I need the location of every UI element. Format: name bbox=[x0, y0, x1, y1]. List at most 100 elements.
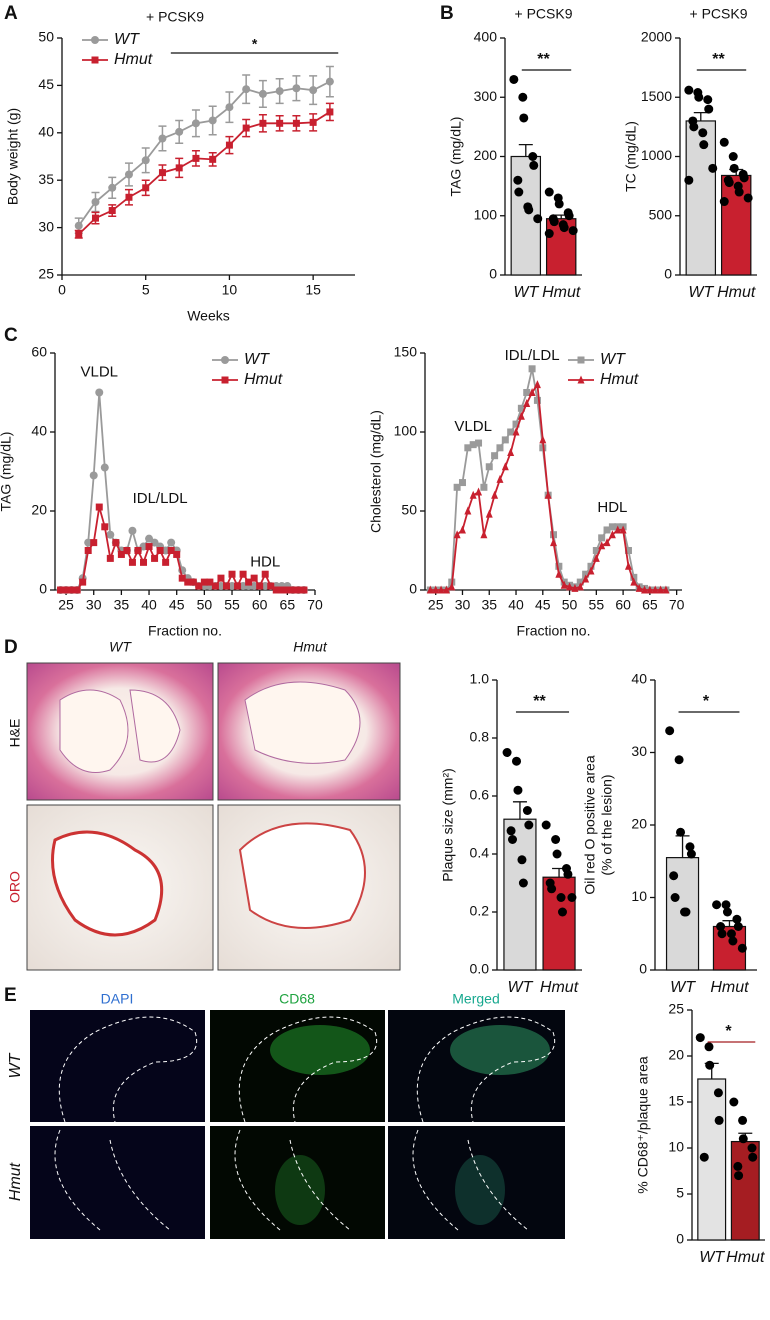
marker bbox=[292, 84, 301, 93]
chart-title: + PCSK9 bbox=[690, 6, 748, 22]
annotation: IDL/LDL bbox=[133, 490, 188, 507]
marker bbox=[175, 127, 184, 136]
data-point bbox=[669, 871, 679, 881]
data-point bbox=[738, 1115, 748, 1125]
series-line bbox=[78, 111, 331, 235]
marker bbox=[480, 483, 488, 491]
error-bar bbox=[518, 144, 533, 157]
marker bbox=[528, 365, 536, 373]
y-tick-label: 25 bbox=[668, 1001, 684, 1017]
marker bbox=[272, 586, 280, 594]
marker bbox=[326, 108, 334, 116]
marker bbox=[239, 570, 247, 578]
y-tick-label: 500 bbox=[649, 206, 673, 222]
y-axis-label: % CD68⁺/plaque area bbox=[635, 1056, 651, 1194]
marker bbox=[651, 585, 659, 594]
marker bbox=[191, 119, 200, 128]
marker bbox=[128, 526, 137, 535]
y-axis-label: Oil red O positive area bbox=[582, 755, 598, 894]
x-tick-label: WT bbox=[508, 979, 534, 996]
x-tick-label: 25 bbox=[58, 597, 74, 613]
significance-label: ** bbox=[537, 51, 550, 68]
data-point bbox=[559, 223, 569, 233]
marker bbox=[442, 585, 450, 594]
marker bbox=[598, 541, 606, 550]
marker bbox=[158, 134, 167, 143]
y-tick-label: 0.8 bbox=[470, 729, 490, 745]
marker bbox=[101, 523, 109, 531]
significance-label: ** bbox=[712, 51, 725, 68]
marker bbox=[496, 474, 504, 483]
marker bbox=[261, 582, 270, 591]
data-point bbox=[509, 74, 519, 84]
data-point bbox=[547, 884, 557, 894]
marker bbox=[598, 534, 606, 542]
marker bbox=[635, 583, 643, 592]
marker bbox=[225, 141, 233, 149]
x-tick-label: WT bbox=[699, 1249, 725, 1266]
data-point bbox=[737, 943, 747, 953]
data-point bbox=[716, 922, 726, 931]
marker bbox=[275, 87, 284, 96]
panel-label: E bbox=[4, 985, 17, 1006]
marker bbox=[91, 214, 99, 222]
annotation: HDL bbox=[250, 553, 280, 570]
x-tick-label: 25 bbox=[428, 597, 444, 613]
legend-label: Hmut bbox=[244, 371, 283, 388]
marker bbox=[167, 538, 176, 547]
x-tick-label: 60 bbox=[252, 597, 268, 613]
data-point bbox=[522, 806, 532, 815]
y-axis-label: Body weight (g) bbox=[5, 108, 21, 205]
y-tick-label: 1500 bbox=[641, 88, 672, 104]
marker bbox=[501, 436, 509, 444]
y-tick-label: 10 bbox=[631, 888, 647, 904]
y-tick-label: 0.6 bbox=[470, 787, 490, 803]
marker bbox=[228, 570, 236, 578]
panel-label: D bbox=[4, 637, 18, 658]
data-point bbox=[719, 137, 729, 147]
y-tick-label: 20 bbox=[631, 816, 647, 832]
marker bbox=[517, 404, 525, 412]
marker bbox=[662, 585, 670, 594]
marker bbox=[139, 542, 148, 551]
data-point bbox=[513, 175, 523, 185]
image-row-label: H&E bbox=[7, 719, 23, 748]
x-tick-label: 35 bbox=[114, 597, 130, 613]
marker bbox=[646, 585, 654, 594]
y-tick-label: 400 bbox=[474, 29, 498, 45]
data-point bbox=[524, 820, 534, 830]
legend-marker bbox=[221, 356, 229, 364]
marker bbox=[485, 463, 493, 471]
chart-title: + PCSK9 bbox=[146, 9, 204, 25]
y-tick-label: 150 bbox=[394, 344, 418, 360]
y-tick-label: 35 bbox=[38, 171, 54, 187]
x-tick-label: 30 bbox=[455, 597, 471, 613]
error-bar bbox=[693, 112, 708, 121]
marker bbox=[258, 89, 267, 98]
x-tick-label: 65 bbox=[642, 597, 658, 613]
data-point bbox=[517, 855, 527, 865]
x-tick-label: 10 bbox=[222, 282, 238, 298]
marker bbox=[544, 490, 552, 499]
data-point bbox=[738, 1134, 748, 1144]
marker bbox=[469, 441, 477, 449]
marker bbox=[84, 547, 92, 554]
x-tick-label: WT bbox=[670, 979, 696, 996]
marker bbox=[156, 547, 164, 554]
data-point bbox=[564, 211, 574, 221]
marker bbox=[475, 487, 483, 496]
marker bbox=[75, 230, 83, 238]
y-tick-label: 0 bbox=[664, 266, 672, 282]
data-point bbox=[708, 163, 718, 173]
marker bbox=[256, 582, 264, 590]
marker bbox=[250, 582, 259, 591]
x-tick-label: 50 bbox=[562, 597, 578, 613]
data-point bbox=[734, 187, 744, 197]
marker bbox=[141, 156, 150, 165]
y-tick-label: 0 bbox=[39, 581, 47, 597]
marker bbox=[292, 119, 300, 127]
marker bbox=[657, 585, 665, 594]
marker bbox=[453, 483, 461, 491]
image-column-label: Hmut bbox=[293, 639, 328, 655]
marker bbox=[496, 444, 504, 452]
